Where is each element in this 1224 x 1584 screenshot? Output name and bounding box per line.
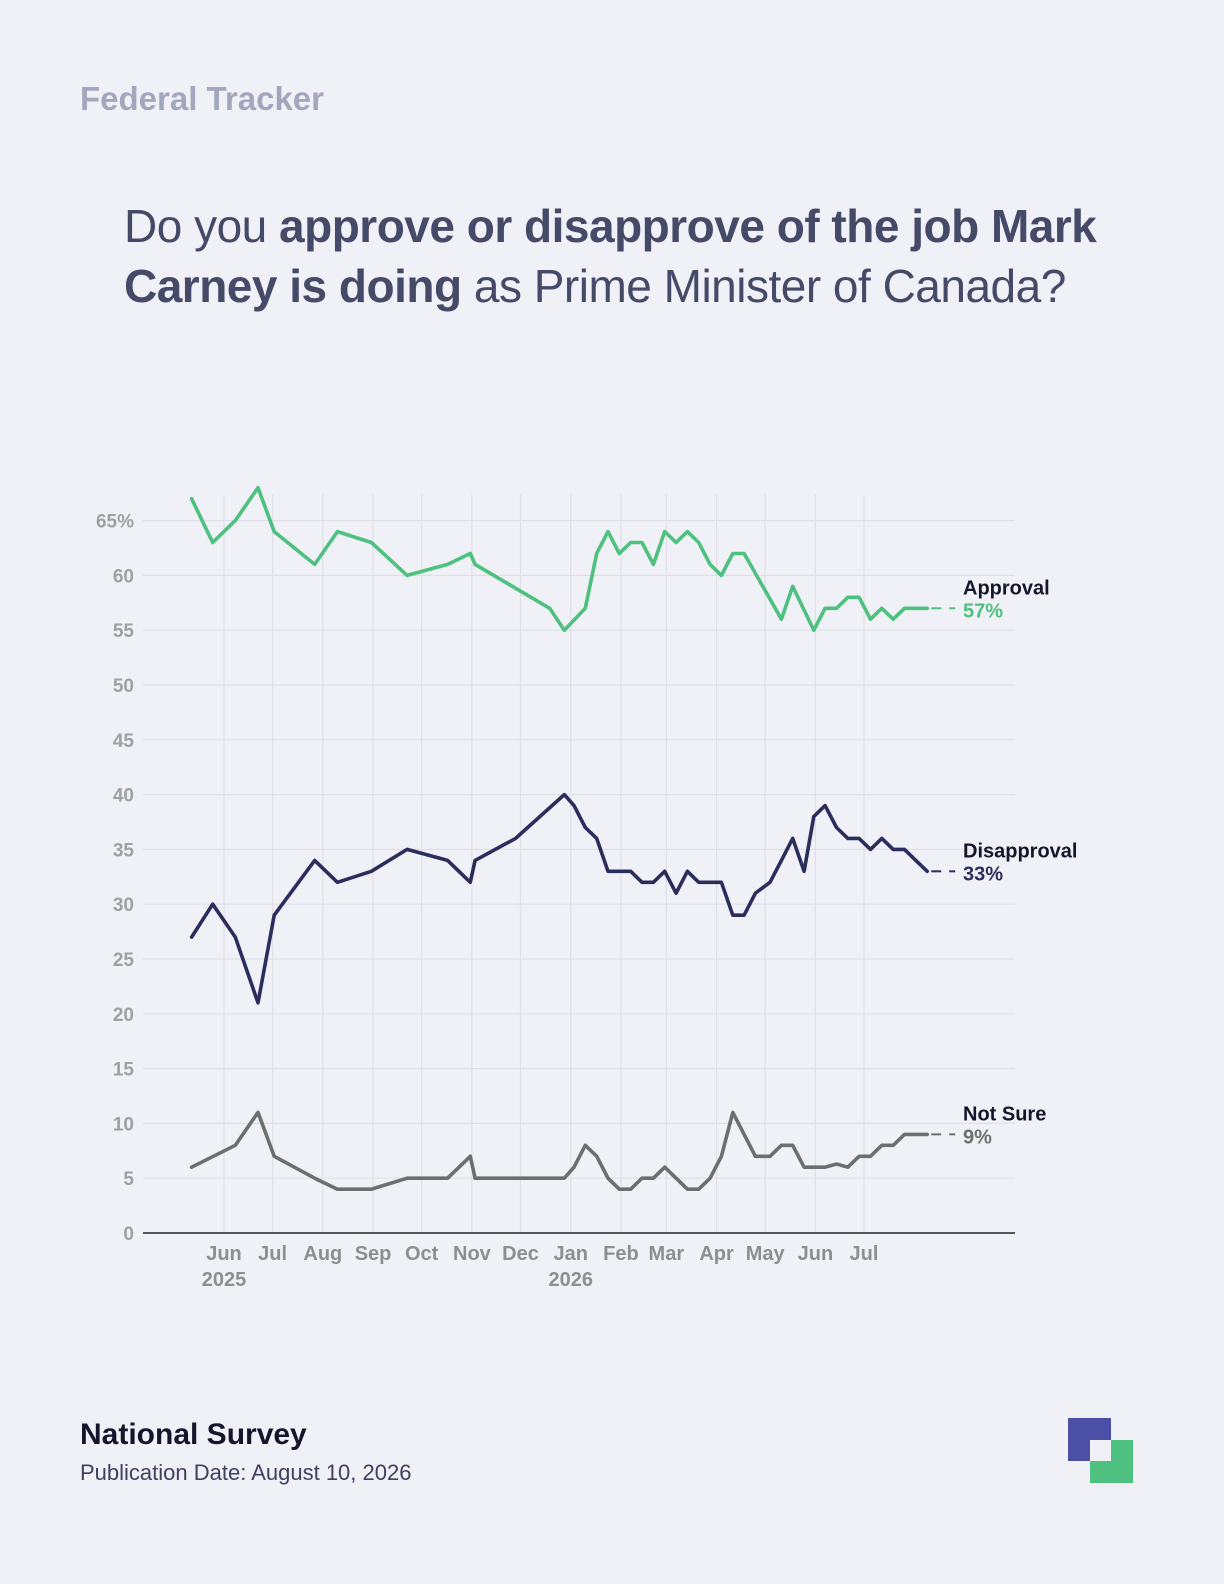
x-tick-label: May bbox=[746, 1243, 786, 1265]
y-tick-label: 25 bbox=[113, 950, 135, 971]
series-label: Not Sure bbox=[963, 1103, 1046, 1125]
y-tick-label: 0 bbox=[123, 1224, 134, 1245]
footer-title: National Survey bbox=[80, 1418, 307, 1451]
series-label: Approval bbox=[963, 577, 1050, 599]
x-tick-label: Jun bbox=[206, 1243, 242, 1265]
x-tick-label: Jul bbox=[850, 1243, 879, 1265]
y-tick-label: 5 bbox=[123, 1169, 134, 1190]
page-title: Do you approve or disapprove of the job … bbox=[124, 196, 1124, 316]
x-tick-label: Jan bbox=[553, 1243, 587, 1265]
x-tick-label: Dec bbox=[502, 1243, 539, 1265]
question-part-2: approve or disapprove of the job Mark Ca… bbox=[124, 200, 1097, 312]
y-tick-label: 20 bbox=[113, 1005, 134, 1026]
y-tick-label: 35 bbox=[113, 840, 135, 861]
x-year-label: 2025 bbox=[202, 1269, 247, 1291]
series-line-not-sure bbox=[189, 1110, 930, 1192]
y-tick-label: 10 bbox=[113, 1114, 134, 1135]
question-part-3: as Prime Minister of Canada? bbox=[461, 260, 1066, 312]
y-tick-label: 45 bbox=[113, 731, 135, 752]
x-year-label: 2026 bbox=[548, 1269, 593, 1291]
publication-date: Publication Date: August 10, 2026 bbox=[80, 1460, 412, 1485]
brand-logo bbox=[1068, 1418, 1134, 1484]
x-tick-label: Nov bbox=[453, 1243, 492, 1265]
series-value-label: 9% bbox=[963, 1126, 992, 1148]
kicker: Federal Tracker bbox=[80, 80, 324, 117]
x-tick-label: Aug bbox=[303, 1243, 342, 1265]
y-tick-label: 60 bbox=[113, 566, 134, 587]
y-tick-label: 30 bbox=[113, 895, 134, 916]
y-tick-label: 65% bbox=[96, 512, 134, 533]
x-tick-label: Oct bbox=[405, 1243, 439, 1265]
x-tick-label: Sep bbox=[355, 1243, 392, 1265]
series-value-label: 33% bbox=[963, 863, 1003, 885]
question-part-1: Do you bbox=[124, 200, 280, 252]
logo-gap bbox=[1090, 1440, 1111, 1461]
series-value-label: 57% bbox=[963, 600, 1003, 622]
x-tick-label: Jul bbox=[258, 1243, 287, 1265]
y-tick-label: 15 bbox=[113, 1060, 135, 1081]
y-tick-label: 55 bbox=[113, 621, 135, 642]
y-tick-label: 50 bbox=[113, 676, 134, 697]
x-tick-label: Mar bbox=[649, 1243, 685, 1265]
y-tick-label: 40 bbox=[113, 786, 134, 807]
x-tick-label: Apr bbox=[699, 1243, 734, 1265]
x-tick-label: Feb bbox=[603, 1243, 639, 1265]
x-tick-label: Jun bbox=[798, 1243, 834, 1265]
series-line-disapproval bbox=[189, 792, 930, 1005]
series-line-approval bbox=[189, 485, 930, 632]
series-label: Disapproval bbox=[963, 840, 1077, 862]
